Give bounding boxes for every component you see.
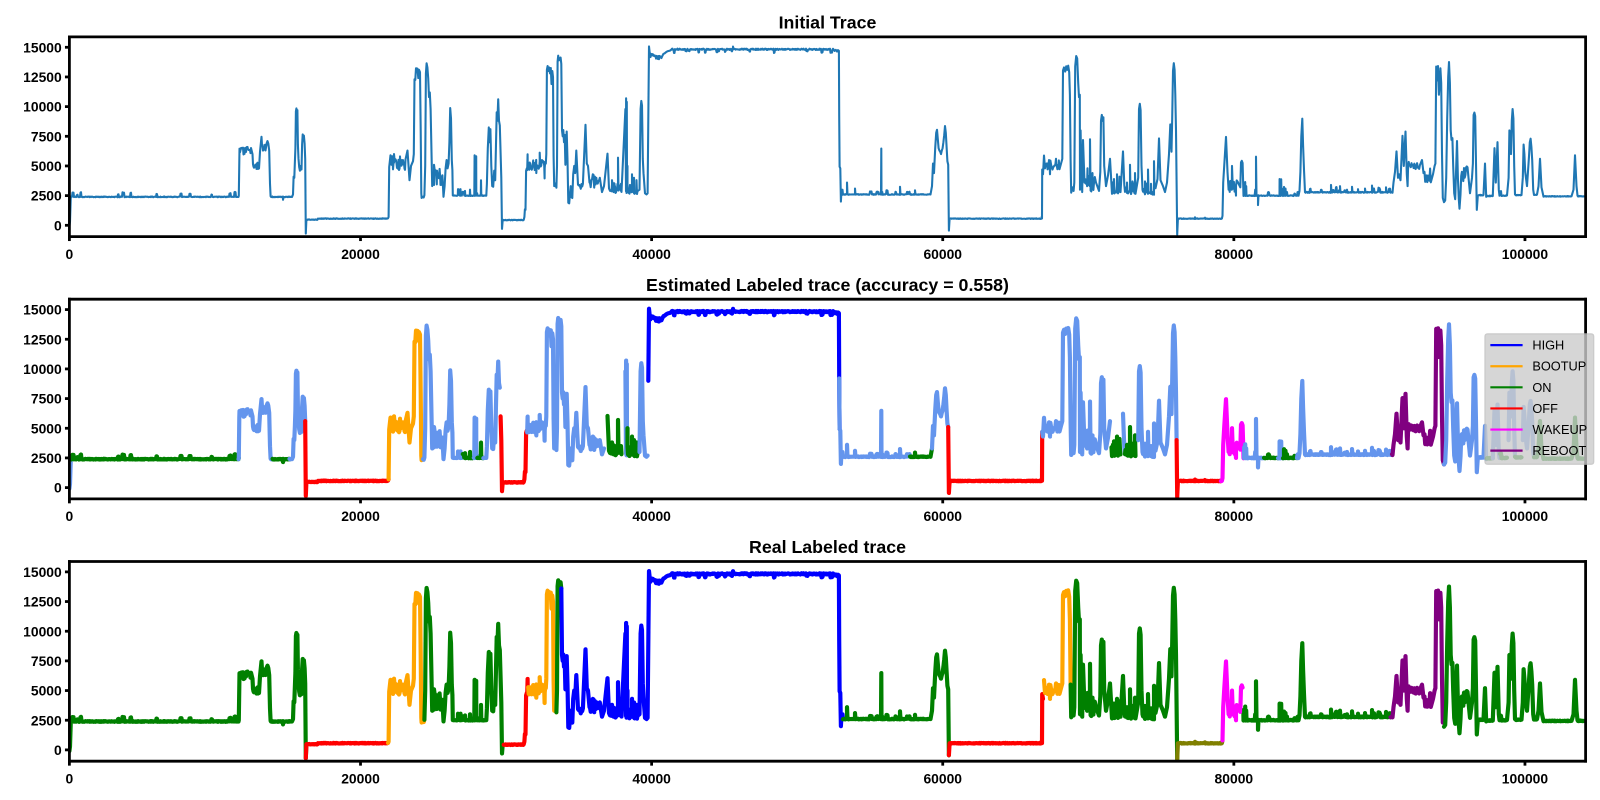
svg-text:0: 0: [66, 246, 74, 262]
svg-text:60000: 60000: [923, 246, 962, 262]
svg-text:10000: 10000: [23, 623, 62, 639]
svg-text:12500: 12500: [23, 69, 62, 85]
svg-text:0: 0: [66, 508, 74, 524]
svg-text:40000: 40000: [632, 770, 671, 786]
svg-text:20000: 20000: [341, 508, 380, 524]
svg-text:7500: 7500: [31, 653, 62, 669]
svg-text:7500: 7500: [31, 128, 62, 144]
svg-text:OFF: OFF: [1532, 401, 1558, 416]
svg-text:Estimated Labeled trace (accur: Estimated Labeled trace (accuracy = 0.55…: [646, 275, 1009, 295]
svg-text:10000: 10000: [23, 361, 62, 377]
svg-text:2500: 2500: [31, 188, 62, 204]
svg-text:2500: 2500: [31, 712, 62, 728]
svg-text:7500: 7500: [31, 391, 62, 407]
svg-text:12500: 12500: [23, 331, 62, 347]
svg-text:100000: 100000: [1502, 508, 1549, 524]
svg-text:HIGH: HIGH: [1532, 338, 1564, 353]
svg-text:100000: 100000: [1502, 246, 1549, 262]
svg-text:60000: 60000: [923, 508, 962, 524]
svg-text:100000: 100000: [1502, 770, 1549, 786]
svg-text:15000: 15000: [23, 302, 62, 318]
svg-text:20000: 20000: [341, 246, 380, 262]
svg-text:15000: 15000: [23, 39, 62, 55]
svg-text:80000: 80000: [1215, 246, 1254, 262]
svg-text:ON: ON: [1532, 380, 1551, 395]
svg-text:WAKEUP: WAKEUP: [1532, 422, 1587, 437]
svg-text:2500: 2500: [31, 450, 62, 466]
svg-text:80000: 80000: [1215, 770, 1254, 786]
svg-text:5000: 5000: [31, 683, 62, 699]
svg-text:0: 0: [54, 217, 62, 233]
svg-text:REBOOT: REBOOT: [1532, 443, 1586, 458]
svg-text:15000: 15000: [23, 564, 62, 580]
svg-text:0: 0: [54, 480, 62, 496]
svg-text:5000: 5000: [31, 420, 62, 436]
svg-text:20000: 20000: [341, 770, 380, 786]
svg-text:80000: 80000: [1215, 508, 1254, 524]
svg-text:12500: 12500: [23, 594, 62, 610]
svg-text:BOOTUP: BOOTUP: [1532, 359, 1586, 374]
svg-text:40000: 40000: [632, 246, 671, 262]
svg-text:60000: 60000: [923, 770, 962, 786]
svg-text:10000: 10000: [23, 99, 62, 115]
svg-text:0: 0: [54, 742, 62, 758]
svg-text:Initial Trace: Initial Trace: [779, 13, 877, 33]
svg-text:40000: 40000: [632, 508, 671, 524]
svg-text:Real Labeled trace: Real Labeled trace: [749, 537, 906, 557]
svg-text:0: 0: [66, 770, 74, 786]
svg-text:5000: 5000: [31, 158, 62, 174]
